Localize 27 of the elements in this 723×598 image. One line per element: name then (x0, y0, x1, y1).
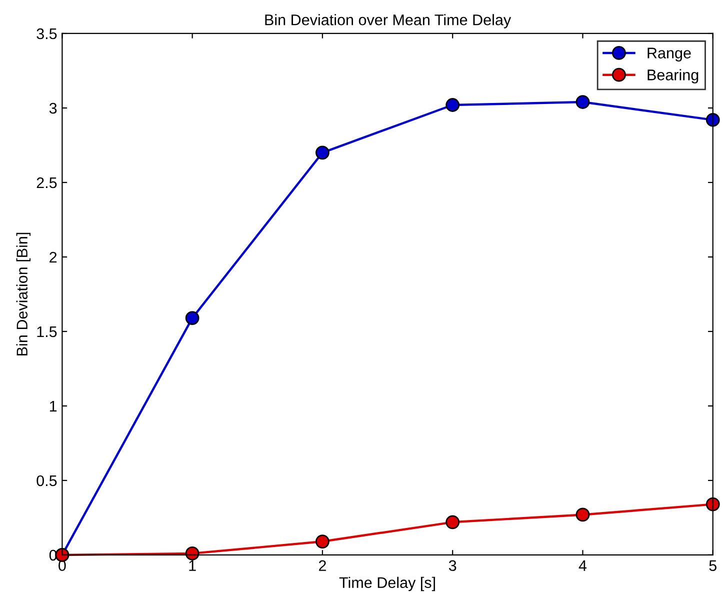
y-tick-label: 1.5 (37, 326, 57, 338)
x-tick-label: 4 (578, 560, 587, 571)
point (185, 546, 200, 560)
x-tick-label: 3 (448, 560, 456, 572)
chart-title: Bin Deviation over Mean Time Delay (265, 14, 512, 28)
point (185, 311, 200, 325)
point (446, 515, 460, 530)
point (316, 146, 330, 160)
point (316, 534, 330, 548)
point (706, 497, 720, 512)
y-tick-label: 2.5 (36, 177, 57, 188)
y-tick-label: 0.5 (36, 475, 57, 486)
y-tick-label: 2 (50, 252, 57, 263)
point (576, 95, 590, 109)
legend-label: Range (648, 48, 691, 62)
legend-label: Bearing (648, 69, 698, 84)
x-axis-title: Time Delay [s] (339, 576, 435, 592)
y-axis-title: Bin Deviation [Bin] (16, 232, 31, 356)
y-tick-label: 1 (50, 400, 57, 412)
y-tick-label: 3 (49, 102, 57, 114)
x-tick-label: 2 (318, 560, 326, 571)
point (576, 508, 590, 522)
point (446, 98, 460, 112)
x-tick-label: 5 (709, 560, 716, 572)
point (706, 112, 720, 127)
y-tick-label: 3.5 (36, 28, 57, 40)
x-tick-label: 1 (189, 560, 196, 571)
